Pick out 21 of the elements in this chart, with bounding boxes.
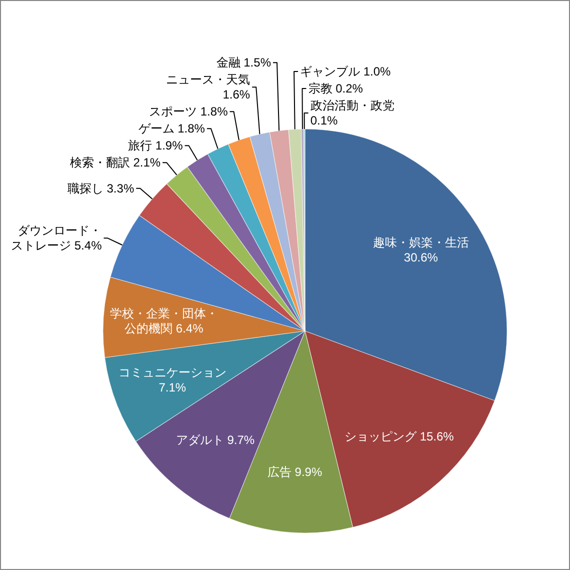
slice-label: ギャンブル 1.0% (300, 64, 392, 78)
slice-label: スポーツ 1.8% (149, 104, 228, 119)
slice-label: 宗教 0.2% (308, 82, 364, 96)
slice-label: ショッピング 15.6% (344, 429, 454, 444)
slice-label: ゲーム 1.8% (138, 122, 206, 136)
slice-label: 職探し 3.3% (67, 181, 134, 196)
slice-label: 金融 1.5% (216, 56, 272, 70)
slice-label: 政治活動・政党 (310, 98, 394, 112)
slice-label: アダルト 9.7% (176, 433, 255, 448)
slice-label: 学校・企業・団体・公的機関 6.4% (110, 306, 218, 336)
slice-label: ニュース・天気 (166, 72, 250, 87)
data-label: 1.6% (222, 88, 250, 102)
slice-label: 旅行 1.9% (128, 138, 184, 153)
slice-label: ダウンロード・ストレージ 5.4% (11, 224, 102, 253)
data-label: 0.1% (310, 114, 338, 128)
slice-label: 広告 9.9% (267, 465, 322, 480)
slice-label: 趣味・娯楽・生活 (372, 236, 469, 250)
slice-label: 検索・翻訳 2.1% (70, 156, 161, 170)
data-label: 7.1% (158, 380, 186, 395)
slice-label: コミュニケーション (118, 366, 226, 380)
data-label: 30.6% (404, 250, 438, 265)
